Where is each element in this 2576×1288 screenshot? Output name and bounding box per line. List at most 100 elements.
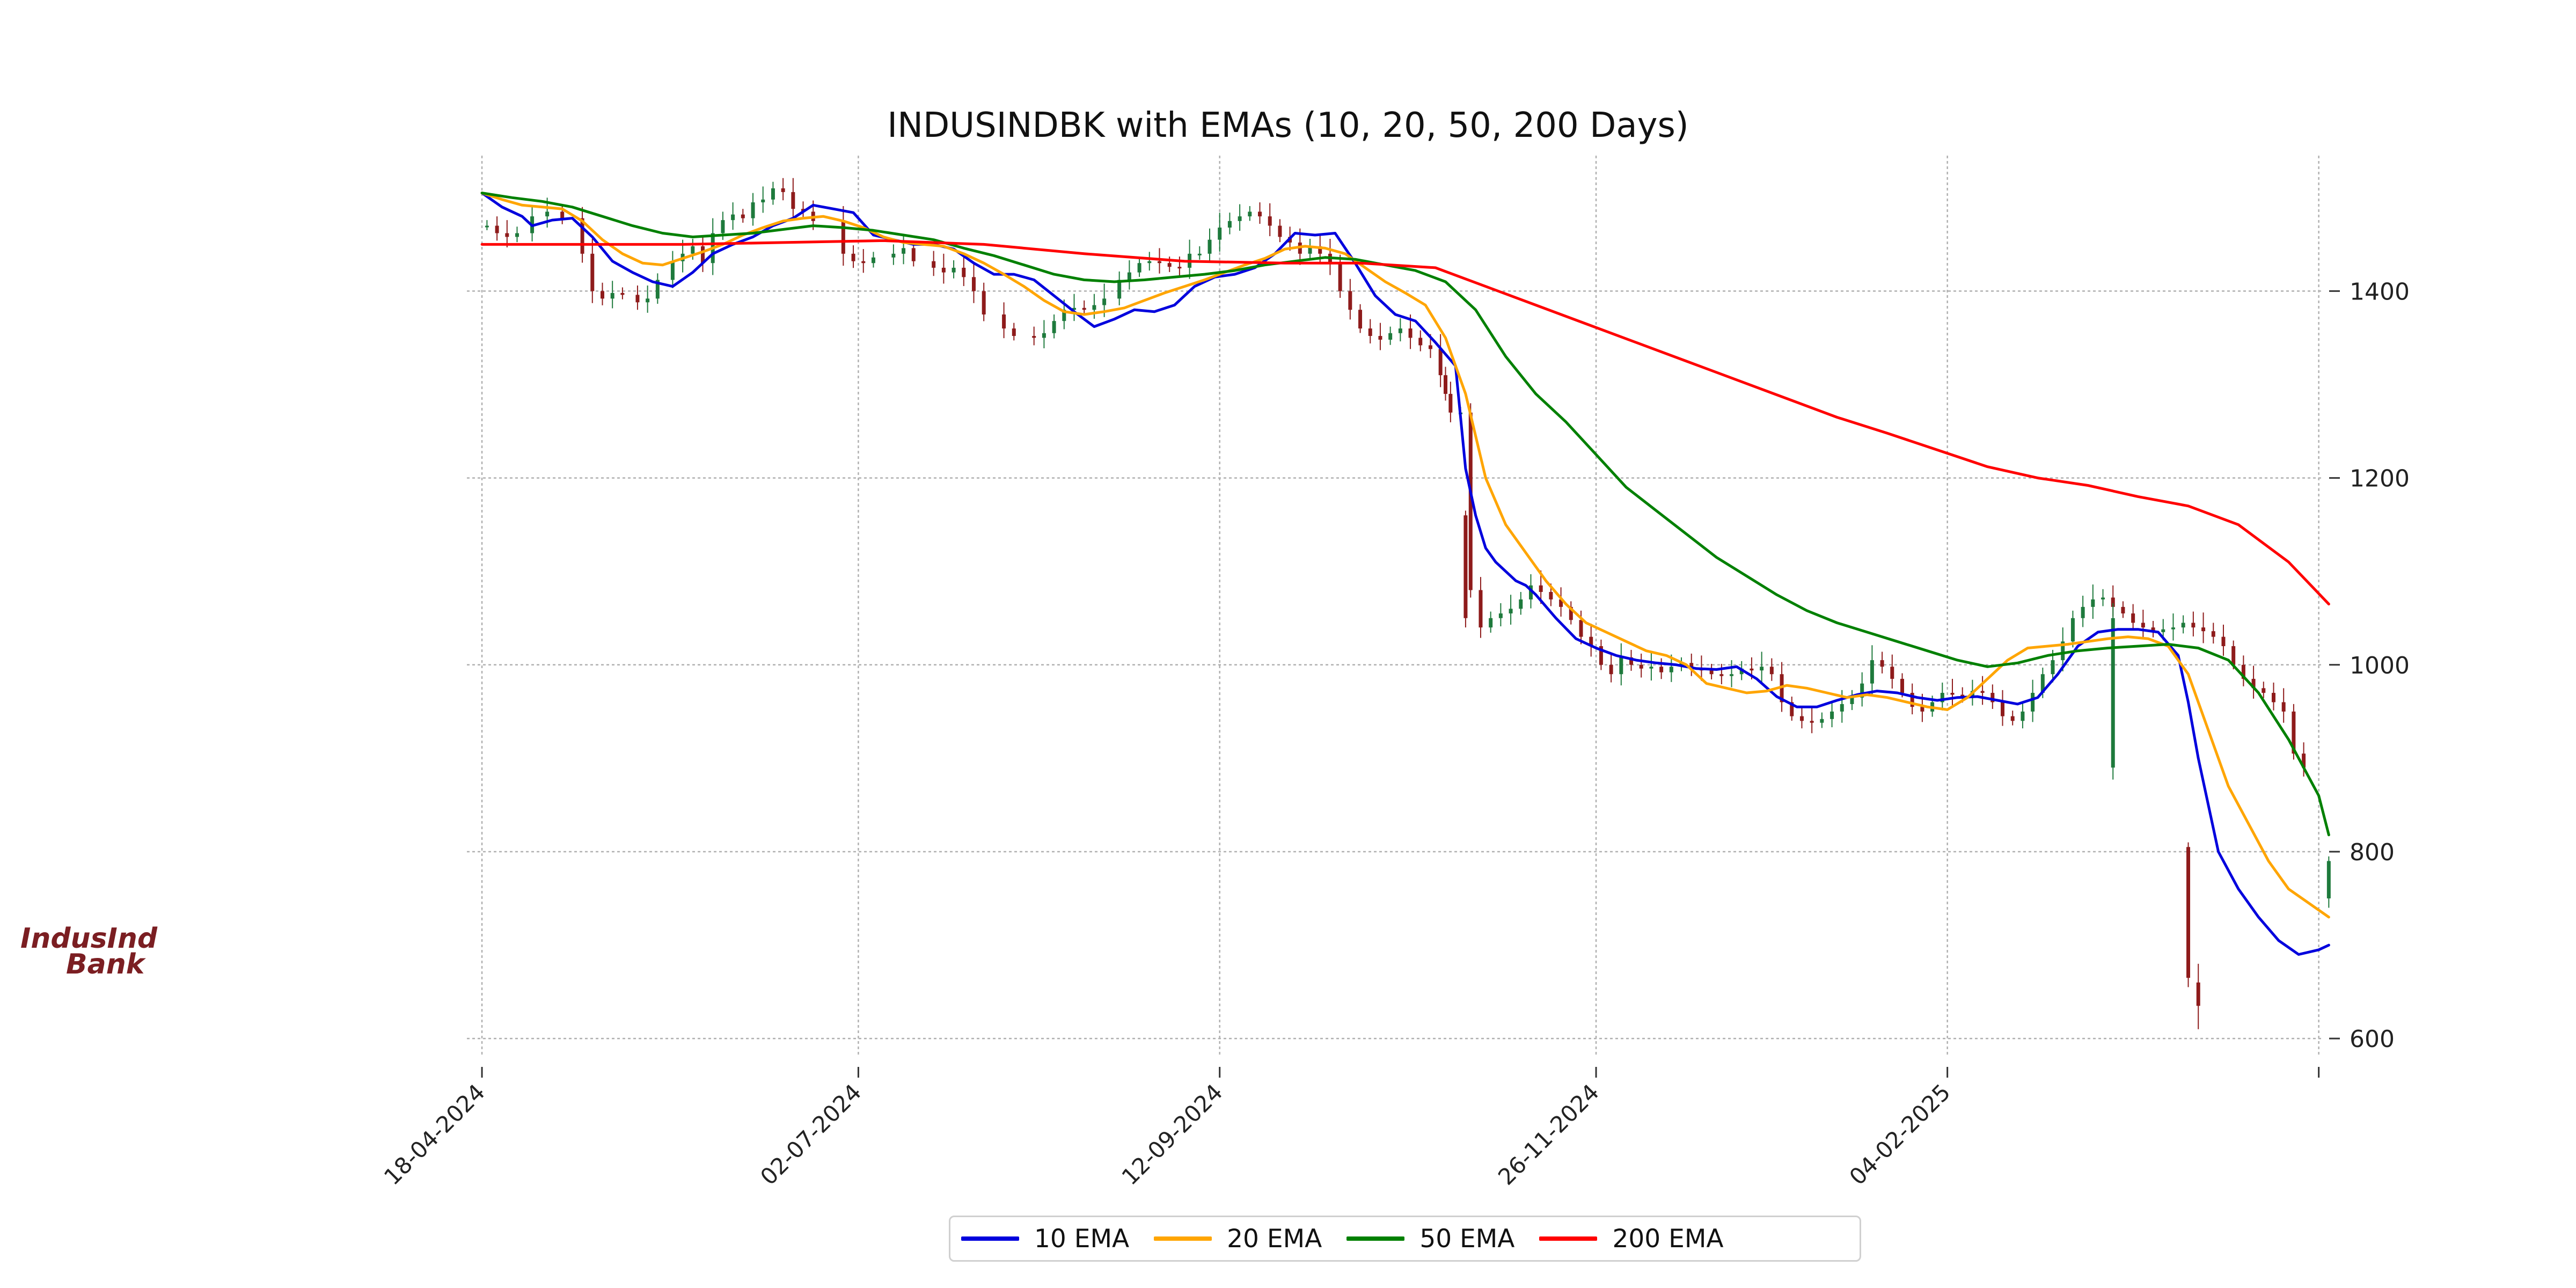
candle-body — [2001, 702, 2005, 716]
y-tick-label: 1000 — [2350, 652, 2410, 679]
candle-body — [2201, 627, 2206, 632]
candle-body — [2251, 678, 2256, 689]
ema-line-50-ema — [480, 192, 2330, 837]
legend-swatch — [1154, 1236, 1212, 1241]
candle-body — [1268, 216, 1272, 226]
y-tick-label: 800 — [2350, 839, 2395, 866]
candle-body — [1960, 694, 1965, 697]
candle-body — [2040, 674, 2045, 693]
candle-body — [841, 221, 845, 254]
candle-body — [1900, 678, 1904, 693]
candle-body — [911, 248, 916, 261]
candle-body — [2010, 716, 2015, 721]
candle-body — [891, 253, 896, 258]
candle-body — [1790, 702, 1794, 716]
candle-body — [1820, 719, 1824, 723]
candle-body — [1569, 606, 1573, 620]
x-tick-label: 12-09-2024 — [1117, 1079, 1228, 1190]
candle-body — [941, 267, 946, 273]
candle-body — [2131, 613, 2135, 623]
candle-body — [1760, 667, 1764, 671]
candle-body — [1092, 305, 1096, 310]
candle-body — [1780, 674, 1784, 702]
candle-body — [1358, 310, 1363, 329]
legend-label: 20 EMA — [1227, 1224, 1322, 1254]
y-axis: 600 800 1000 1200 1400 — [2329, 278, 2410, 1053]
candle-body — [1579, 620, 1583, 637]
candle-body — [2081, 606, 2085, 618]
candle-body — [731, 214, 735, 221]
legend-item-200-ema: 200 EMA — [1528, 1217, 1737, 1260]
candle-body — [646, 298, 650, 303]
candle-body — [1157, 261, 1161, 264]
candle-body — [1012, 328, 1016, 336]
candle-body — [932, 261, 936, 268]
ema-line-20-ema — [480, 192, 2330, 919]
candle-body — [2262, 688, 2266, 693]
indusind-bank-logo: IndusInd Bank — [20, 925, 165, 980]
legend-swatch — [961, 1236, 1019, 1241]
candle-body — [1890, 667, 1894, 679]
candle-body — [1910, 693, 1914, 707]
candle-body — [1278, 225, 1282, 237]
logo-line-2: Bank — [66, 948, 145, 980]
candle-body — [1509, 609, 1513, 614]
ema-line-200-ema — [480, 239, 2330, 606]
candle-body — [2196, 982, 2200, 1006]
candle-body — [635, 295, 640, 303]
candle-body — [971, 277, 976, 291]
legend-label: 10 EMA — [1034, 1224, 1130, 1254]
candle-body — [485, 225, 489, 228]
candle-body — [1489, 618, 1493, 628]
grid — [467, 156, 2324, 1057]
candle-body — [2302, 753, 2306, 768]
candle-body — [1860, 683, 1864, 698]
candle-body — [1739, 668, 1744, 675]
x-axis: 18-04-2024 02-07-2024 12-09-2024 26-11-2024… — [379, 1067, 2320, 1190]
candle-body — [771, 188, 775, 200]
candle-body — [2161, 629, 2165, 632]
candle-body — [2051, 660, 2055, 675]
candle-body — [620, 292, 625, 295]
candle-body — [1589, 636, 1593, 646]
candle-body — [1463, 515, 1468, 618]
candle-body — [2021, 711, 2025, 721]
candle-body — [2111, 618, 2115, 768]
candle-body — [1127, 272, 1131, 280]
candle-body — [670, 261, 675, 280]
candle-body — [1750, 668, 1754, 671]
candle-body — [1042, 333, 1046, 338]
candle-body — [781, 188, 785, 192]
candle-body — [1308, 246, 1312, 254]
candle-body — [2186, 847, 2191, 978]
ema-lines — [480, 192, 2330, 956]
candle-body — [1599, 646, 1603, 665]
candle-body — [1444, 375, 1448, 394]
candle-body — [600, 291, 604, 299]
candle-body — [2171, 627, 2175, 630]
candle-body — [590, 253, 595, 291]
candle-body — [2031, 693, 2035, 712]
candle-body — [1428, 345, 1432, 349]
candle-body — [2091, 599, 2095, 607]
candle-body — [701, 246, 705, 264]
candle-body — [1248, 211, 1252, 217]
candle-body — [610, 292, 614, 299]
candle-body — [1368, 328, 1372, 336]
candle-body — [1378, 336, 1382, 340]
x-tick-label: 02-07-2024 — [755, 1079, 866, 1190]
candle-body — [1117, 280, 1122, 299]
candle-body — [1238, 216, 1242, 221]
candle-body — [1920, 707, 1924, 712]
candle-body — [1990, 693, 1995, 702]
candle-body — [1940, 693, 1944, 702]
candle-body — [2191, 623, 2196, 628]
legend-swatch — [1346, 1236, 1405, 1241]
candle-body — [1479, 590, 1483, 628]
legend-item-20-ema: 20 EMA — [1143, 1217, 1336, 1260]
candle-body — [2211, 631, 2215, 637]
legend-item-10-ema: 10 EMA — [950, 1217, 1143, 1260]
candle-body — [545, 211, 550, 217]
candle-body — [1830, 711, 1834, 719]
